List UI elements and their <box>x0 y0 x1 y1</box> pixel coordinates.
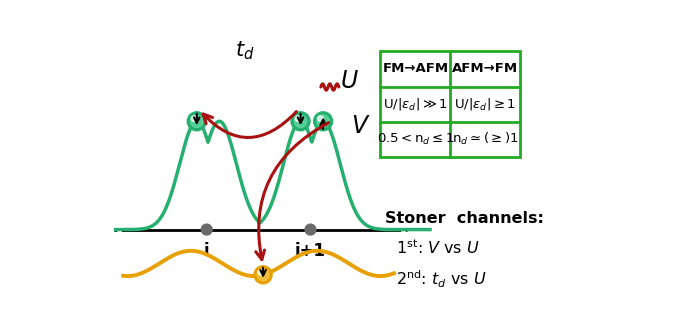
Text: Stoner  channels:: Stoner channels: <box>385 211 544 226</box>
Circle shape <box>201 224 212 235</box>
Circle shape <box>317 115 329 128</box>
Text: $U$: $U$ <box>340 69 359 93</box>
Text: U/|$\varepsilon_d$|$\gg$1: U/|$\varepsilon_d$|$\gg$1 <box>383 96 448 112</box>
Circle shape <box>190 115 203 128</box>
FancyArrowPatch shape <box>203 112 297 138</box>
Circle shape <box>254 266 272 284</box>
Bar <box>380 51 521 157</box>
Circle shape <box>318 116 323 122</box>
FancyArrowPatch shape <box>256 123 329 260</box>
Text: i+1: i+1 <box>295 242 326 260</box>
Text: AFM→FM: AFM→FM <box>452 62 519 75</box>
Circle shape <box>314 112 332 131</box>
Text: FM→AFM: FM→AFM <box>382 62 449 75</box>
Text: i: i <box>204 242 210 260</box>
Text: $V$: $V$ <box>351 114 371 138</box>
Circle shape <box>295 116 301 122</box>
Circle shape <box>305 224 316 235</box>
Circle shape <box>291 112 310 131</box>
Circle shape <box>187 112 206 131</box>
Text: 2$^{\rm nd}$: $t_d$ vs $U$: 2$^{\rm nd}$: $t_d$ vs $U$ <box>396 269 487 290</box>
Text: U/|$\varepsilon_d$|$\geq$1: U/|$\varepsilon_d$|$\geq$1 <box>454 96 516 112</box>
Circle shape <box>258 270 263 275</box>
Circle shape <box>295 115 307 128</box>
Text: 0.5$<$n$_d$$\leq$1: 0.5$<$n$_d$$\leq$1 <box>377 132 454 147</box>
Circle shape <box>191 116 197 122</box>
Text: $t_d$: $t_d$ <box>235 39 255 62</box>
Text: n$_d$$\simeq$($\geq$)1: n$_d$$\simeq$($\geq$)1 <box>452 131 519 147</box>
Circle shape <box>258 269 269 281</box>
Text: 1$^{\rm st}$: $V$ vs $U$: 1$^{\rm st}$: $V$ vs $U$ <box>396 238 480 257</box>
